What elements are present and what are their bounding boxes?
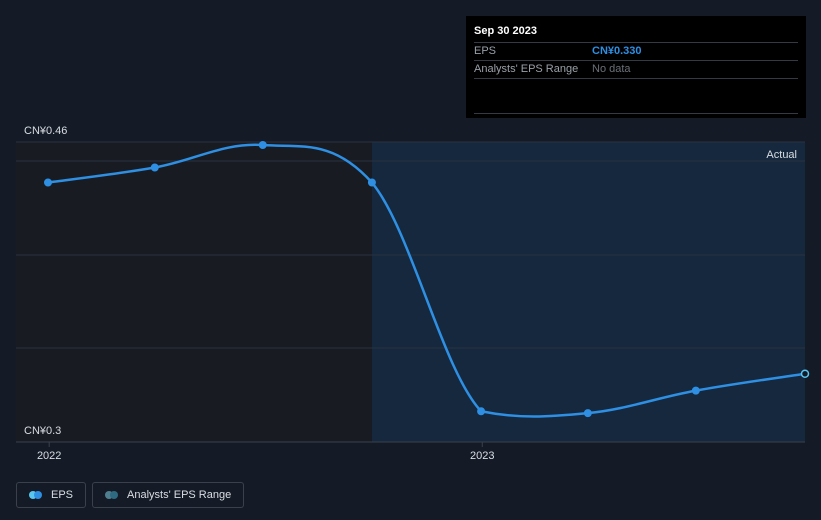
eps-legend-icon <box>29 491 43 499</box>
y-axis-top-label: CN¥0.46 <box>24 125 67 137</box>
tooltip-eps-label: EPS <box>474 45 497 57</box>
tooltip-range-value: No data <box>592 63 631 75</box>
eps-point[interactable] <box>258 141 267 149</box>
range-legend-icon <box>105 491 119 499</box>
hover-tooltip: Sep 30 2023 EPS CN¥0.330 Analysts' EPS R… <box>466 16 806 118</box>
tooltip-date: Sep 30 2023 <box>474 25 537 37</box>
legend: EPS Analysts' EPS Range <box>16 482 245 508</box>
legend-eps-label: EPS <box>51 489 74 501</box>
actual-region-label: Actual <box>766 149 797 161</box>
actual-region <box>371 142 805 442</box>
eps-point[interactable] <box>800 369 810 378</box>
tooltip-range-label: Analysts' EPS Range <box>474 63 579 75</box>
x-ticks: 2022 2023 <box>37 442 495 462</box>
tooltip-bottom-rule <box>474 113 798 114</box>
eps-point[interactable] <box>150 163 159 172</box>
y-axis-bottom-label: CN¥0.3 <box>24 425 61 437</box>
tooltip-eps-value: CN¥0.330 <box>592 45 642 57</box>
legend-eps[interactable]: EPS <box>16 482 87 508</box>
eps-point[interactable] <box>44 178 52 187</box>
past-region <box>16 142 372 442</box>
eps-point[interactable] <box>691 386 700 395</box>
eps-point[interactable] <box>477 407 486 416</box>
legend-analysts-range[interactable]: Analysts' EPS Range <box>92 482 245 508</box>
tooltip-range-row: Analysts' EPS Range No data <box>474 60 798 78</box>
eps-point[interactable] <box>583 409 592 418</box>
x-tick-label: 2023 <box>470 450 494 462</box>
eps-points <box>44 141 810 418</box>
tooltip-spacer <box>474 78 798 113</box>
eps-series-line <box>47 143 806 418</box>
eps-point[interactable] <box>367 178 376 187</box>
x-tick-label: 2022 <box>37 450 61 462</box>
tooltip-eps-row: EPS CN¥0.330 <box>474 42 798 60</box>
legend-range-label: Analysts' EPS Range <box>127 489 232 501</box>
